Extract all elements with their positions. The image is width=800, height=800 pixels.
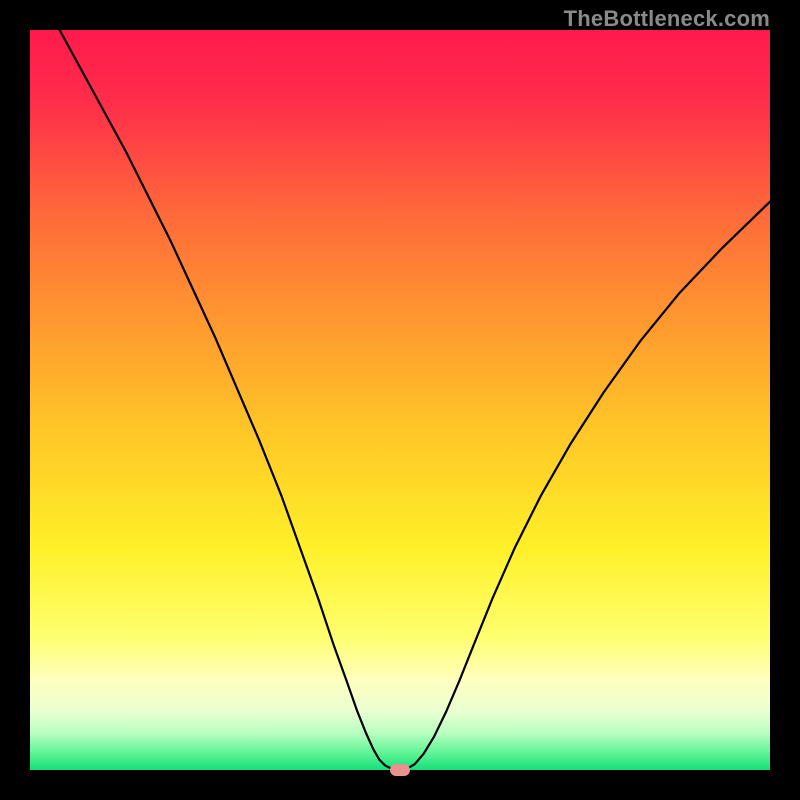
chart-frame: TheBottleneck.com	[0, 0, 800, 800]
minimum-marker	[390, 764, 411, 776]
watermark-text: TheBottleneck.com	[564, 6, 770, 32]
plot-area	[30, 30, 770, 770]
bottleneck-curve	[30, 30, 770, 770]
